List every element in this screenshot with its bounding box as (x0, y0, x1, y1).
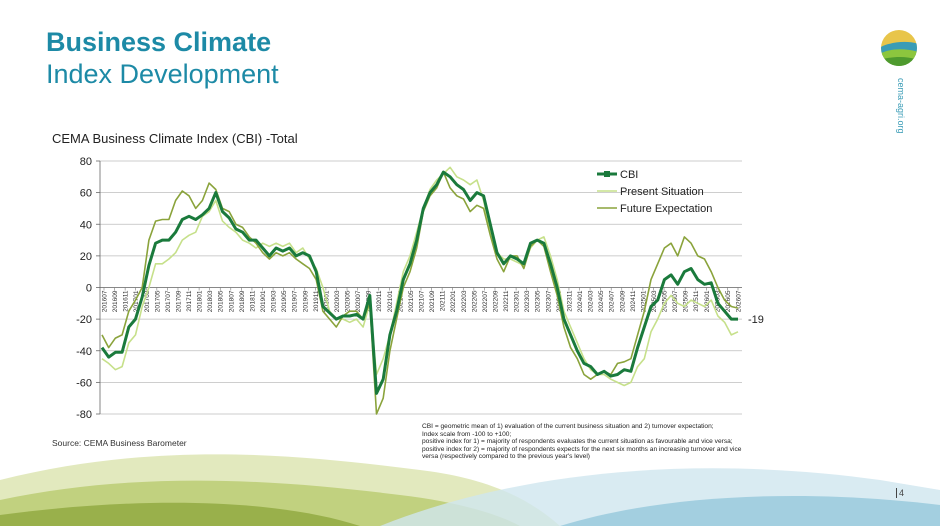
x-tick-label: 202605 (725, 290, 732, 312)
x-tick-label: 202005 (345, 290, 352, 312)
y-tick-label: 0 (86, 283, 92, 295)
x-tick-label: 202105 (408, 290, 415, 312)
legend-label: Future Expectation (620, 203, 712, 215)
x-tick-label: 202501 (640, 290, 647, 312)
x-tick-label: 202405 (598, 290, 605, 312)
footnote: CBI = geometric mean of 1) evaluation of… (422, 423, 822, 461)
x-tick-label: 201903 (271, 290, 278, 312)
x-tick-label: 202403 (588, 290, 595, 312)
x-tick-label: 201707 (165, 290, 172, 312)
x-tick-label: 202101 (387, 290, 394, 312)
y-tick-label: -80 (76, 409, 92, 421)
series-line-cbi (100, 170, 738, 395)
x-tick-label: 202311 (566, 290, 573, 312)
footnote-line: versa (respectively compared to the prev… (422, 453, 591, 461)
x-tick-label: 202003 (334, 290, 341, 312)
cema-logo-icon (881, 30, 917, 66)
y-tick-label: 80 (80, 156, 92, 168)
x-tick-label: 201809 (239, 290, 246, 312)
y-tick-label: -40 (76, 346, 92, 358)
x-tick-label: 201909 (302, 290, 309, 312)
x-tick-label: 201711 (186, 290, 193, 312)
x-tick-label: 201907 (292, 290, 299, 312)
legend-marker (604, 171, 610, 177)
x-tick-label: 202201 (450, 290, 457, 312)
x-tick-label: 202305 (535, 290, 542, 312)
source-note: Source: CEMA Business Barometer (52, 438, 187, 448)
x-tick-label: 202409 (619, 290, 626, 312)
footnote-line: positive index for 1) = majority of resp… (422, 438, 733, 446)
x-tick-label: 202509 (683, 290, 690, 312)
y-tick-label: -60 (76, 377, 92, 389)
x-tick-label: 202111 (440, 290, 447, 311)
x-tick-label: 201703 (144, 290, 151, 312)
x-tick-label: 202301 (514, 290, 521, 312)
x-tick-label: 202109 (429, 290, 436, 312)
x-tick-label: 201709 (175, 290, 182, 312)
chart-legend: CBI Present Situation Future Expectation (597, 169, 712, 215)
page-subtitle: Index Development (46, 59, 279, 89)
x-tick-label: 202007 (355, 290, 362, 312)
x-axis: 201607 201609 201611 201701 201703 201705 2017… (102, 287, 743, 312)
y-axis: -80 -60 -40 -20 0 20 40 60 80 (76, 156, 101, 421)
x-tick-label: 202411 (630, 290, 637, 312)
legend-label: CBI (620, 169, 638, 181)
x-tick-label: 202307 (545, 290, 552, 312)
x-tick-label: 201705 (154, 290, 161, 312)
page-number: 4 (896, 488, 904, 498)
x-tick-label: 202601 (704, 290, 711, 312)
y-tick-label: 40 (80, 219, 92, 231)
y-tick-label: -20 (76, 314, 92, 326)
x-tick-label: 201805 (218, 290, 225, 312)
end-value-label: -19 (748, 314, 764, 326)
x-tick-label: 201803 (207, 290, 214, 312)
x-tick-label: 202511 (693, 290, 700, 312)
x-tick-label: 202107 (419, 290, 426, 312)
footnote-line: positive index for 2) = majority of resp… (422, 445, 742, 453)
series-line-present-situation (101, 166, 739, 387)
x-tick-label: 201607 (102, 290, 109, 312)
x-tick-label: 201901 (260, 290, 267, 312)
x-tick-label: 202207 (482, 290, 489, 312)
footnote-line: Index scale from -100 to +100; (422, 430, 512, 438)
x-tick-label: 202211 (503, 290, 510, 312)
x-tick-label: 201609 (112, 290, 119, 312)
chart-series (100, 166, 739, 415)
x-tick-label: 202303 (524, 290, 531, 312)
x-tick-label: 202401 (577, 290, 584, 312)
chart-title: CEMA Business Climate Index (CBI) -Total (52, 131, 298, 146)
x-tick-label: 202203 (461, 290, 468, 312)
x-tick-label: 201905 (281, 290, 288, 312)
x-tick-label: 201611 (123, 290, 130, 312)
x-tick-label: 201807 (228, 290, 235, 312)
x-tick-label: 201801 (197, 290, 204, 312)
x-tick-label: 202011 (376, 290, 383, 312)
y-tick-label: 60 (80, 188, 92, 200)
y-tick-label: 20 (80, 251, 92, 263)
footnote-line: CBI = geometric mean of 1) evaluation of… (422, 423, 714, 430)
x-tick-label: 202505 (662, 290, 669, 312)
x-tick-label: 202407 (609, 290, 616, 312)
x-tick-label: 201911 (313, 290, 320, 312)
x-tick-label: 202209 (492, 290, 499, 312)
x-tick-label: 201811 (249, 290, 256, 312)
x-tick-label: 202205 (471, 290, 478, 312)
page-title: Business Climate (46, 27, 272, 57)
legend-label: Present Situation (620, 186, 704, 198)
x-tick-label: 201701 (133, 290, 140, 312)
x-tick-label: 202607 (736, 290, 743, 312)
